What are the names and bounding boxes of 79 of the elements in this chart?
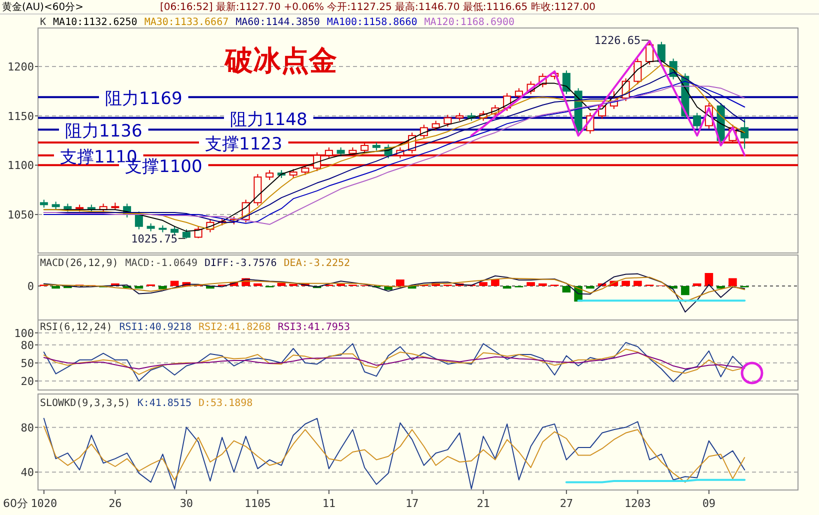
y-tick-label: 1050 [8,208,34,222]
text: MACD(26,12,9) [40,258,118,269]
x-tick-label: 09 [702,497,716,510]
bar [526,282,535,286]
line-series [43,426,746,483]
candlestick [432,120,440,132]
ref-line-label: 阻力1136 [65,122,142,142]
ref-line-label: 阻力1169 [105,89,182,110]
series-label: MACD:-1.0649 [125,258,198,269]
bar [634,280,642,286]
y-tick-label: 100 [14,326,34,340]
annotation: 1226.65 [594,34,641,48]
text: K [40,17,46,28]
candlestick [693,112,702,130]
text: MA60:1144.3850 [236,17,320,28]
annotation: 1025.75 [131,232,178,246]
x-tick-label: 11 [322,497,336,510]
text: 60分 [3,497,28,510]
y-tick-label: 1200 [8,60,34,74]
bar [622,280,630,286]
bar [254,283,262,286]
series-label: K:41.8515 [137,398,192,409]
y-tick-label: 1150 [8,110,34,123]
text: RSI1:40.9218 [119,322,192,333]
x-tick-label: 1203 [624,497,651,510]
bar [538,283,547,286]
bar [396,280,404,286]
candlestick [444,114,452,128]
x-tick-label: 17 [405,497,419,510]
bar [134,286,144,289]
y-tick-label: 20 [20,374,34,388]
text: MA10:1132.6250 [53,17,138,28]
bar [491,280,500,286]
candlestick [562,70,570,95]
text: D:53.1898 [198,398,253,409]
series-label: DIFF:-3.7576 [204,258,277,269]
x-tick-label: 27 [560,497,574,510]
x-tick-label: 1020 [30,497,58,510]
x-tick-label: 1105 [244,497,271,510]
y-tick-label: 80 [20,421,34,434]
bar [704,273,714,286]
candlestick [134,211,143,230]
bar [502,286,512,289]
x-tick-label: 30 [180,497,194,510]
bar [716,286,725,289]
bar [681,286,690,296]
y-tick-label: 80 [20,338,34,352]
bar [586,286,594,289]
bar [158,286,167,290]
bar [479,282,488,286]
text: 破冰点金 [224,44,337,77]
candlestick [740,118,749,150]
y-tick-label: 1100 [8,159,34,172]
text: MA30:1133.6667 [144,17,229,28]
bar [692,283,702,286]
y-tick-label: 40 [20,466,34,480]
text: RSI3:41.7953 [278,322,350,333]
candlestick [634,58,642,85]
bar [562,286,571,292]
text: MA100:1158.8660 [326,17,418,28]
text: [06:16:52] 最新:1127.70 +0.06% 今开:1127.25 最高:1146.70 最低:1116.65 昨收:1127.00 [160,1,596,13]
text: 黄金(AU)<60分> [2,1,84,13]
ref-line-label: 阻力1148 [230,110,308,130]
series-label: DEA:-3.2252 [284,258,350,269]
x-tick-label: 26 [108,497,122,510]
text: RSI2:41.8268 [198,322,271,333]
x-tick-label: 21 [476,497,490,510]
text: 0 [27,280,34,293]
bar [728,278,737,286]
candlestick [266,170,274,180]
bar [52,286,60,289]
bar [170,280,179,286]
y-tick-label: 50 [20,356,34,370]
bar [277,282,286,286]
annotation: SLOWKD(9,3,3,5) [40,398,130,409]
text: MA120:1168.6900 [424,17,515,28]
line-series [43,418,746,490]
ref-line-label: 支撑1123 [205,134,282,154]
annotation: RSI(6,12,24) [40,322,112,333]
